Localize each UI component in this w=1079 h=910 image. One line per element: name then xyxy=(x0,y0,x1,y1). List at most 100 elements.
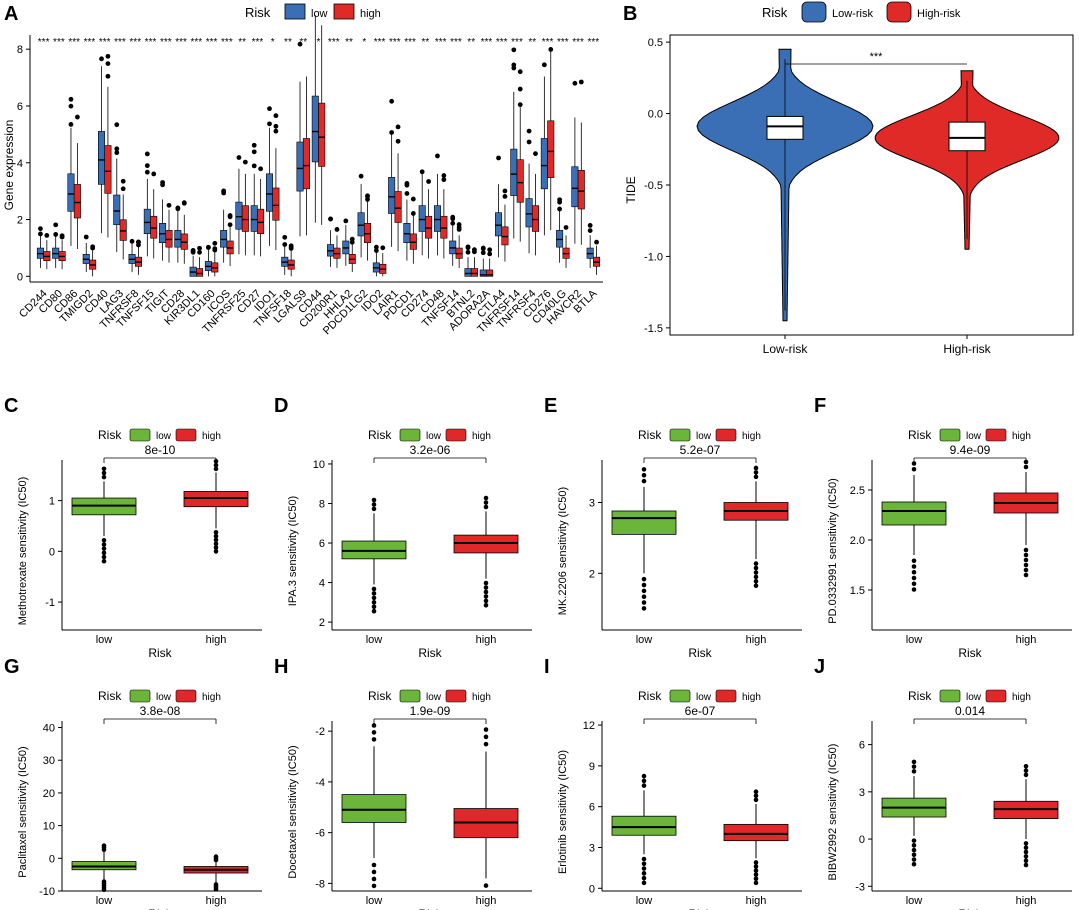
box-outlier xyxy=(578,79,584,85)
panel-a-y-tick-label: 4 xyxy=(17,158,23,170)
box-outlier xyxy=(144,151,150,157)
x-axis-label: Risk xyxy=(958,646,982,660)
y-tick-label: 0 xyxy=(49,546,55,558)
p-value-label: 0.014 xyxy=(955,704,985,718)
box-outlier xyxy=(371,586,377,592)
legend-low-label: low xyxy=(696,431,712,442)
panel-d: D Risk low high 2 4 6 8 10 IPA.3 sensitivity (IC5… xyxy=(274,395,532,660)
panel-a-legend-low: low xyxy=(311,8,328,20)
y-tick-label: -3 xyxy=(855,881,865,893)
panel-b-y-tick-label: 0.0 xyxy=(648,109,663,121)
box-outlier xyxy=(213,549,219,554)
sig-label-HHLA2: ** xyxy=(345,37,353,48)
y-tick-label: -10 xyxy=(39,886,55,898)
box-outlier xyxy=(753,570,759,575)
box-outlier xyxy=(487,247,493,253)
box-outlier xyxy=(1023,547,1029,553)
box-outlier xyxy=(483,883,489,888)
legend-high-swatch xyxy=(985,689,1007,703)
box-outlier xyxy=(911,466,917,472)
sig-label-BTNL2: ** xyxy=(467,37,475,48)
legend-high-swatch xyxy=(445,428,467,442)
box-outlier xyxy=(389,98,395,104)
box-outlier xyxy=(371,737,377,742)
legend-low-swatch xyxy=(939,689,961,703)
box-outlier xyxy=(349,236,355,242)
y-tick-label: 8 xyxy=(319,498,325,510)
sig-label-TMIGD2: *** xyxy=(84,37,96,48)
panel-g: G Risk low high -10 0 10 20 30 40 Paclitaxel sensi… xyxy=(4,656,262,910)
legend-high-label: high xyxy=(472,692,491,703)
box-outlier xyxy=(1023,772,1029,778)
box-outlier xyxy=(371,497,377,503)
box-outlier xyxy=(1023,845,1029,851)
box-outlier xyxy=(641,861,647,867)
y-tick-label: 10 xyxy=(313,459,325,471)
panel-b-plot: 0.5 0.0 -0.5 -1.0 -1.5 Low-risk High-risk *** xyxy=(644,34,1074,356)
y-tick-label: 0 xyxy=(589,883,595,895)
box-outlier xyxy=(641,594,647,600)
legend-high-label: high xyxy=(742,431,761,442)
box-outlier xyxy=(911,558,917,564)
box-outlier xyxy=(267,106,272,112)
x-tick-label-low: low xyxy=(96,634,113,646)
box-outlier xyxy=(101,470,107,476)
y-tick-label: 40 xyxy=(43,723,55,735)
box-high-TNFRSF4 xyxy=(531,205,539,232)
box-outlier xyxy=(267,121,272,127)
box-outlier xyxy=(181,200,187,206)
box-outlier xyxy=(105,61,111,66)
y-axis-label: BIBW2992 sensitivity (IC50) xyxy=(827,744,839,881)
box-outlier xyxy=(114,122,120,128)
box-outlier xyxy=(465,245,471,251)
y-tick-label: 2 xyxy=(319,617,325,629)
legend-low-label: low xyxy=(426,692,442,703)
sig-label-HAVCR2: *** xyxy=(572,37,584,48)
legend-low-label: low xyxy=(156,692,172,703)
box-high-TNFSF15 xyxy=(150,215,158,239)
box-high-CD27 xyxy=(257,208,265,235)
legend-low-swatch xyxy=(129,428,151,442)
box-outlier xyxy=(1023,858,1029,863)
box-outlier xyxy=(343,218,349,224)
box-outlier xyxy=(68,103,74,109)
box-outlier xyxy=(236,155,242,160)
box-outlier xyxy=(1023,464,1029,470)
box-outlier xyxy=(38,231,43,237)
box-low-LAIR1 xyxy=(388,177,396,214)
box-outlier xyxy=(1023,567,1029,573)
box-outlier xyxy=(1023,552,1029,558)
y-tick-label: 6 xyxy=(319,538,325,550)
panel-a-legend-high-swatch xyxy=(333,3,355,20)
p-value-label: 9.4e-09 xyxy=(950,443,991,457)
box-outlier xyxy=(282,234,288,240)
y-axis-label: Paclitaxel sensitivity (IC50) xyxy=(17,746,29,877)
box-outlier xyxy=(641,606,647,611)
box-outlier xyxy=(753,872,759,877)
box-high-TNFRSF25 xyxy=(241,205,249,232)
legend-low-swatch xyxy=(399,428,421,442)
violin-box-High-risk xyxy=(948,121,986,152)
box-outlier xyxy=(365,197,370,202)
box-low xyxy=(881,501,947,526)
x-axis-label: Risk xyxy=(418,646,442,660)
panel-a-legend-low-swatch xyxy=(284,3,306,20)
box-outlier xyxy=(511,47,517,53)
box-low-CD276 xyxy=(540,138,548,190)
panel-f: F Risk low high 1.5 2.0 2.5 PD.0332991 sensitiv… xyxy=(814,395,1072,660)
box-low xyxy=(611,815,677,836)
box-outlier xyxy=(753,793,759,799)
box-outlier xyxy=(483,734,489,740)
p-value-label: 5.2e-07 xyxy=(680,443,721,457)
box-outlier xyxy=(753,561,759,566)
box-outlier xyxy=(1023,763,1029,769)
panel-b-sig-label: *** xyxy=(870,51,884,63)
y-tick-label: 3 xyxy=(589,498,595,510)
sig-label-CD40LG: *** xyxy=(557,37,569,48)
box-outlier xyxy=(456,222,462,227)
box-outlier xyxy=(441,177,447,183)
x-axis-label: Risk xyxy=(688,907,712,910)
violin-box-Low-risk xyxy=(766,115,804,140)
box-high-CD44 xyxy=(318,102,326,167)
panel-b-letter: B xyxy=(623,3,637,25)
